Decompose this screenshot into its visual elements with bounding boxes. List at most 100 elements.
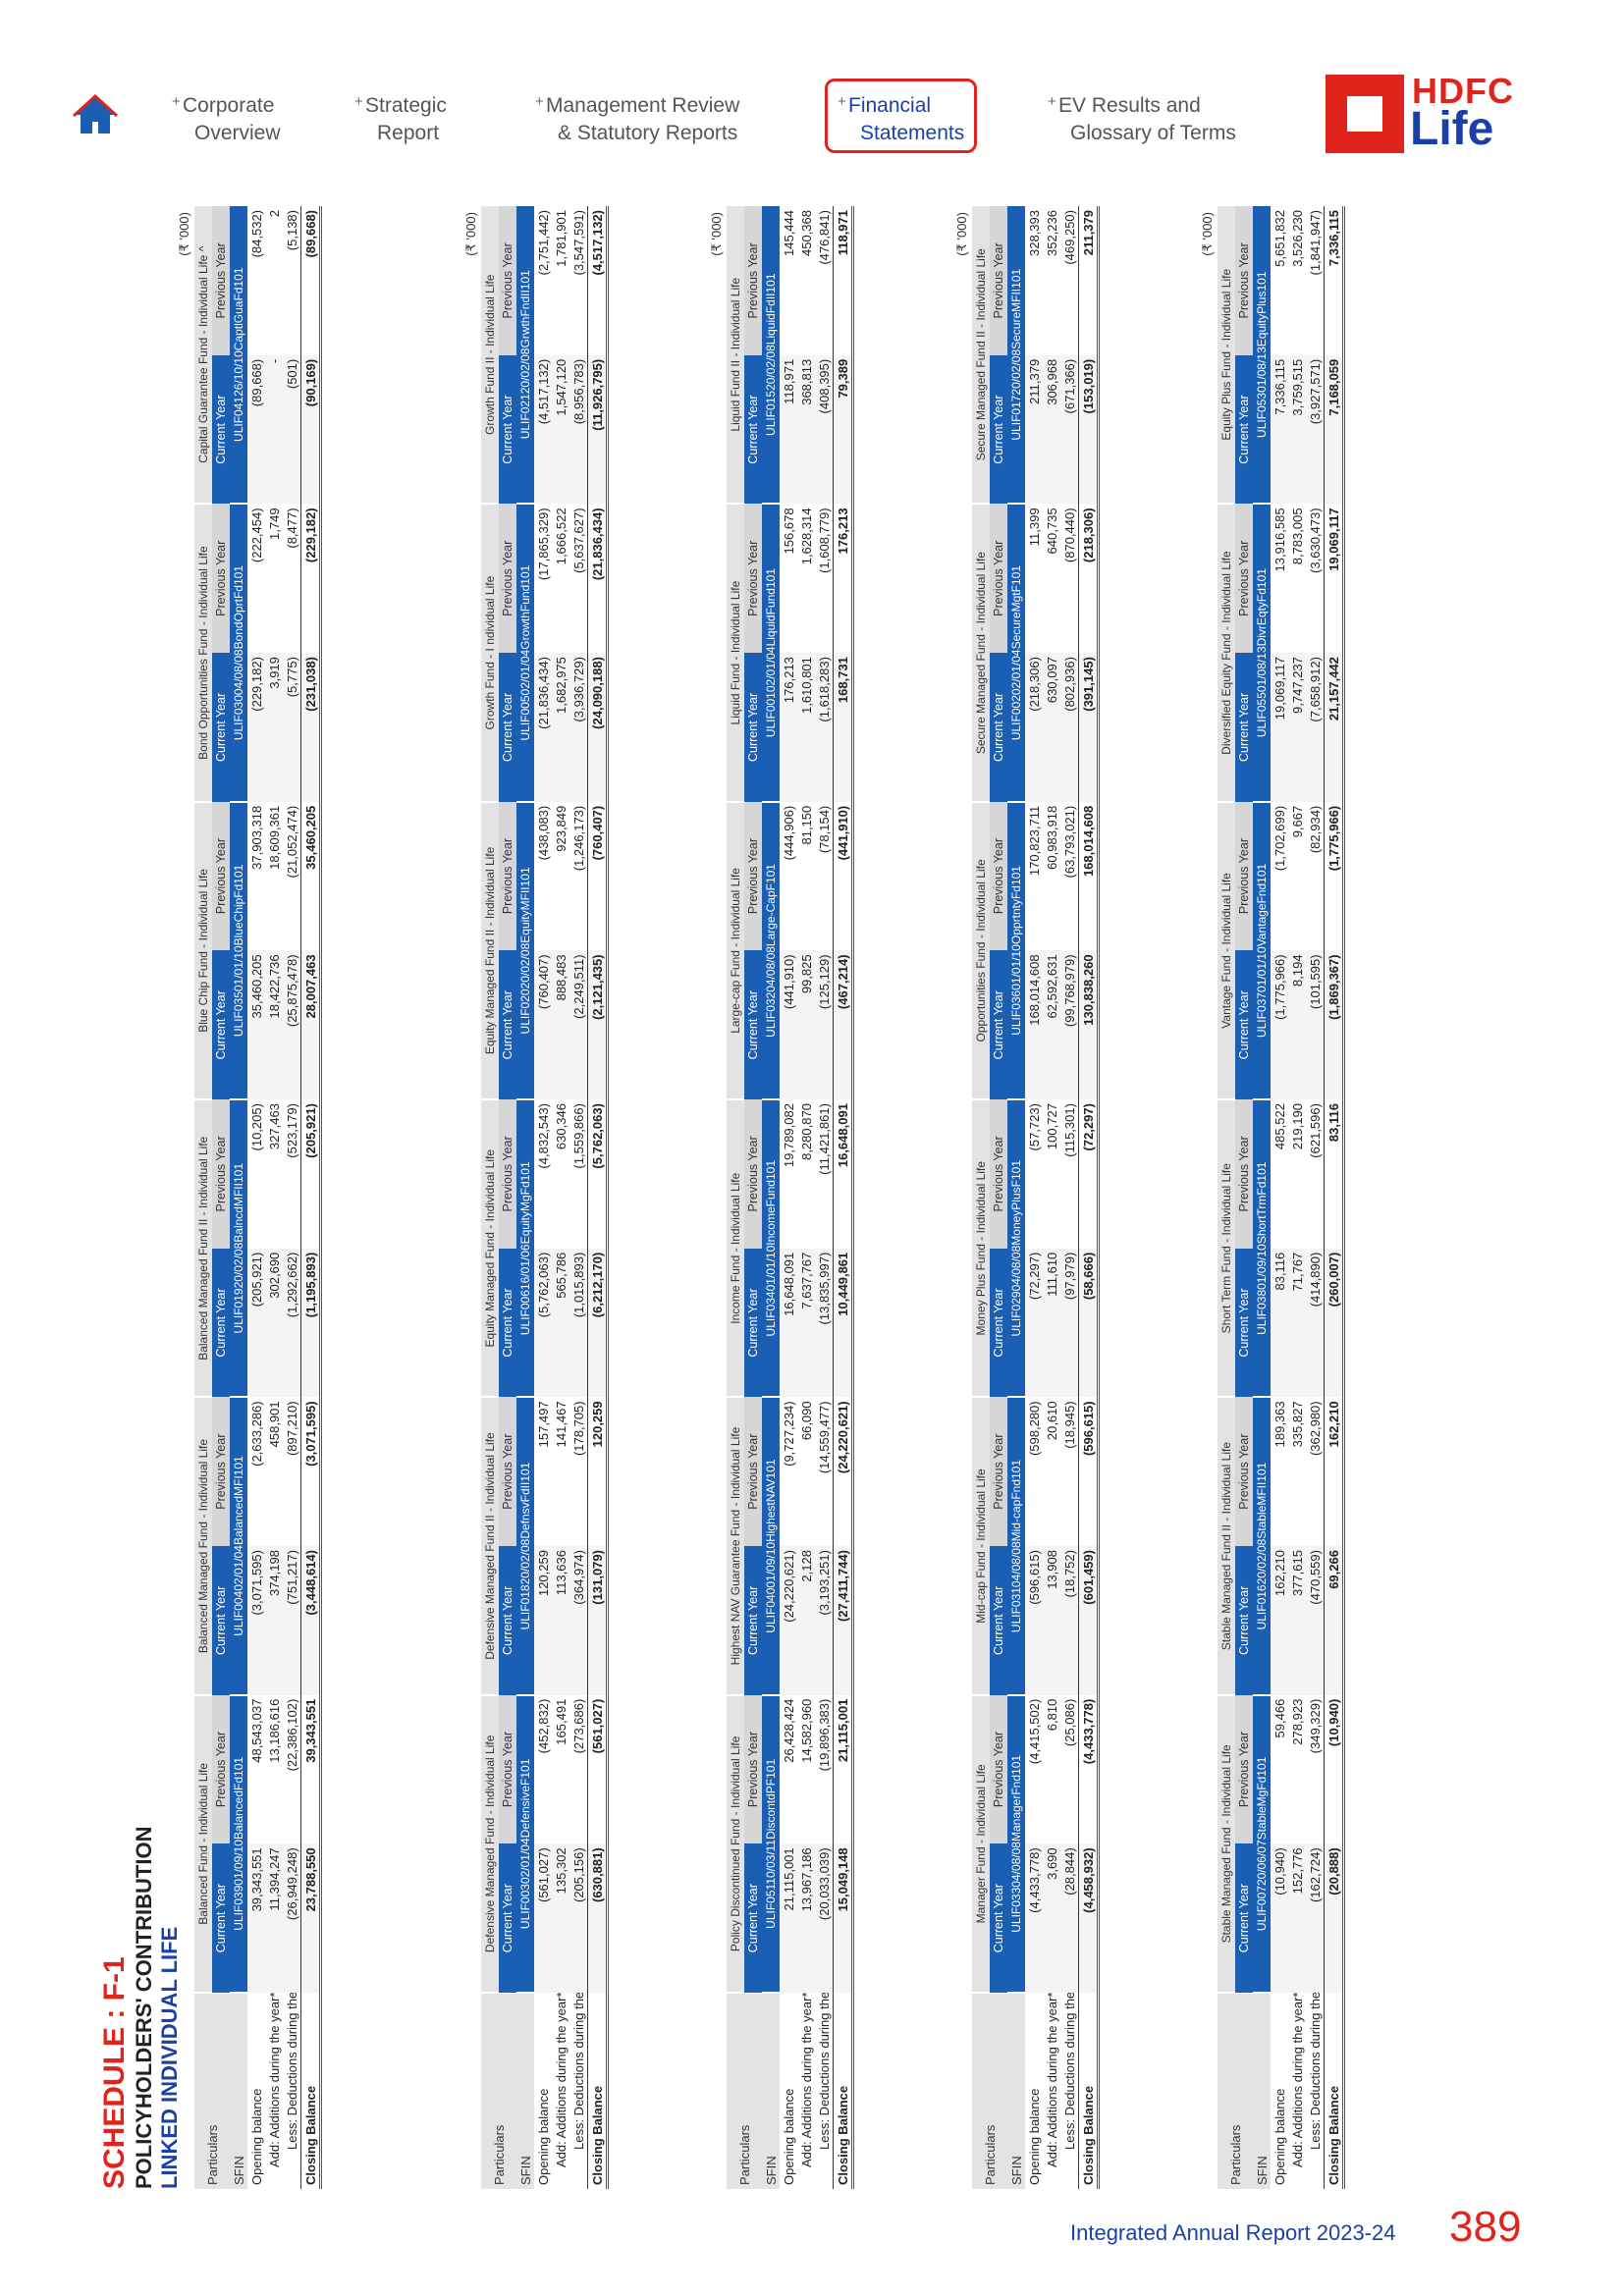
fund-table-block: (₹ '000) Particulars Balanced Fund - Indiv… — [177, 206, 422, 2189]
current-year-value: 7,168,059 — [1324, 354, 1344, 505]
current-year-value: 3,690 — [1043, 1843, 1060, 1993]
previous-year-header: Previous Year — [212, 1099, 230, 1249]
previous-year-value: 7,336,115 — [1324, 206, 1344, 355]
current-year-value: (1,775,966) — [1271, 950, 1288, 1100]
previous-year-value: 165,491 — [552, 1694, 569, 1844]
home-icon[interactable] — [73, 94, 118, 135]
current-year-value: (802,936) — [1060, 653, 1079, 802]
previous-year-value: (349,329) — [1306, 1694, 1325, 1844]
sfin-code: ULIF00502/01/04GrowthFund101 — [516, 504, 534, 802]
closing-balance-row: Closing Balance 23,788,550 39,343,551 (3,44… — [300, 206, 321, 2189]
current-year-value: 71,767 — [1288, 1248, 1306, 1398]
current-year-header: Current Year — [212, 950, 230, 1100]
previous-year-value: (115,301) — [1060, 1099, 1079, 1249]
row-label: Closing Balance — [300, 1993, 321, 2189]
fund-table: Particulars Balanced Fund - Individual Li… — [194, 206, 322, 2189]
previous-year-value: (1,559,866) — [569, 1099, 588, 1249]
current-year-value: (24,220,621) — [780, 1546, 797, 1695]
previous-year-header: Previous Year — [212, 801, 230, 951]
previous-year-header: Previous Year — [990, 504, 1007, 654]
current-year-value: 13,908 — [1043, 1546, 1060, 1695]
previous-year-value: (63,793,021) — [1060, 801, 1079, 951]
previous-year-header: Previous Year — [744, 1099, 762, 1249]
previous-year-value: (9,727,234) — [780, 1397, 797, 1547]
sfin-code: ULIF00616/01/06EquityMgFd101 — [516, 1099, 534, 1398]
previous-year-value: 100,727 — [1043, 1099, 1060, 1249]
previous-year-value: (18,945) — [1060, 1397, 1079, 1547]
current-year-value: 113,636 — [552, 1546, 569, 1695]
current-year-value: (1,618,283) — [815, 653, 834, 802]
previous-year-value: 59,466 — [1271, 1694, 1288, 1844]
previous-year-value: (222,454) — [247, 504, 265, 654]
nav-financial-statements[interactable]: + Financial Statements — [838, 92, 964, 147]
previous-year-value: (870,440) — [1060, 504, 1079, 654]
current-year-value: (561,027) — [534, 1843, 552, 1993]
fund-table: Particulars Manager Fund - Individual Lif… — [972, 206, 1100, 2189]
current-year-value: (25,875,478) — [283, 950, 301, 1100]
current-year-header: Current Year — [990, 950, 1007, 1100]
row-label: Opening balance — [781, 2088, 796, 2185]
current-year-header: Current Year — [744, 950, 762, 1100]
current-year-value: 79,389 — [833, 354, 853, 505]
previous-year-value: 176,213 — [833, 504, 853, 654]
previous-year-value: 335,827 — [1288, 1397, 1306, 1547]
schedule-subtitle: POLICYHOLDERS' CONTRIBUTION — [132, 1826, 156, 2189]
current-year-value: (751,217) — [283, 1546, 301, 1695]
fund-name: Large-cap Fund - Individual Life — [727, 801, 744, 1100]
current-year-value: (467,214) — [833, 950, 853, 1100]
nav-corporate-overview[interactable]: + Corporate Overview — [172, 92, 281, 147]
current-year-value: 11,394,247 — [265, 1843, 283, 1993]
current-year-value: (162,724) — [1306, 1843, 1325, 1993]
previous-year-value: (5,762,063) — [587, 1099, 608, 1249]
current-year-value: 130,838,260 — [1078, 950, 1099, 1100]
fund-name: Equity Plus Fund - Individual Life — [1218, 206, 1235, 505]
current-year-value: (131,079) — [587, 1546, 608, 1695]
previous-year-value: (82,934) — [1306, 801, 1325, 951]
current-year-value: 211,379 — [1025, 354, 1043, 505]
row-label: Add: Additions during the year* — [1289, 1993, 1305, 2167]
previous-year-value: (178,705) — [569, 1397, 588, 1547]
current-year-value: 118,971 — [780, 354, 797, 505]
current-year-value: (231,038) — [300, 653, 321, 802]
previous-year-value: 168,014,608 — [1078, 801, 1099, 951]
current-year-value: (7,658,912) — [1306, 653, 1325, 802]
previous-year-value: 328,393 — [1025, 206, 1043, 355]
current-year-value: (153,019) — [1078, 354, 1099, 505]
current-year-value: 168,014,608 — [1025, 950, 1043, 1100]
previous-year-value: 1,628,314 — [797, 504, 815, 654]
plus-icon: + — [1048, 93, 1056, 110]
additions-row: Add: Additions during the year* 135,302 16… — [552, 206, 569, 2189]
currency-unit-label: (₹ '000) — [709, 212, 724, 256]
current-year-value: 13,967,186 — [797, 1843, 815, 1993]
deductions-row: Less: Deductions during the year* (205,15… — [569, 206, 588, 2189]
row-label: Less: Deductions during the year* — [816, 1993, 832, 2150]
nav-strategic-report[interactable]: + Strategic Report — [354, 92, 447, 147]
sfin-code: ULIF01620/02/08StableMFII101 — [1253, 1397, 1271, 1695]
row-label: Closing Balance — [833, 1993, 853, 2189]
sfin-code: ULIF02120/02/08GrwthFndII101 — [516, 206, 534, 505]
current-year-value: 302,690 — [265, 1248, 283, 1398]
nav-management-review[interactable]: + Management Review & Statutory Reports — [535, 92, 739, 147]
previous-year-header: Previous Year — [744, 801, 762, 951]
closing-balance-row: Closing Balance 15,049,148 21,115,001 (27,4… — [833, 206, 853, 2189]
opening-balance-row: Opening balance (561,027) (452,832) 120,259… — [534, 206, 552, 2189]
sfin-code: ULIF03104/08/08Mid-capFnd101 — [1007, 1397, 1025, 1695]
previous-year-value: (469,250) — [1060, 206, 1079, 355]
schedule-title: SCHEDULE : F-1 — [98, 1956, 131, 2189]
sfin-label: SFIN — [1253, 1993, 1271, 2189]
current-year-value: 21,115,001 — [780, 1843, 797, 1993]
current-year-value: (1,015,893) — [569, 1248, 588, 1398]
previous-year-value: (1,608,779) — [815, 504, 834, 654]
nav-ev-results[interactable]: + EV Results and Glossary of Terms — [1048, 92, 1236, 147]
current-year-value: (3,193,251) — [815, 1546, 834, 1695]
sfin-code: ULIF03501/01/10BlueChipFd101 — [230, 801, 247, 1100]
sfin-code: ULIF05301/08/13EquityPlus101 — [1253, 206, 1271, 505]
sfin-code: ULIF03304/08/08ManagerFnd101 — [1007, 1694, 1025, 1993]
previous-year-header: Previous Year — [1235, 801, 1253, 951]
previous-year-value: (441,910) — [833, 801, 853, 951]
fund-name: Balanced Managed Fund II - Individual Li… — [194, 1099, 212, 1398]
current-year-header: Current Year — [1235, 1248, 1253, 1398]
current-year-value: 39,343,551 — [247, 1843, 265, 1993]
current-year-value: (260,007) — [1324, 1248, 1344, 1398]
row-label: Less: Deductions during the year* — [284, 1993, 299, 2150]
